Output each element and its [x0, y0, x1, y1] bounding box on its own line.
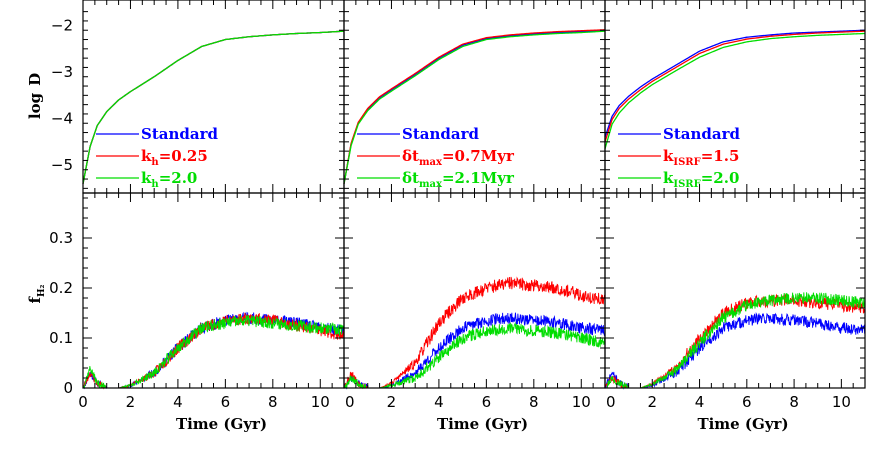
y-tick-label-bottom: 0.2 [49, 279, 73, 297]
y-tick-label-bottom: 0.1 [49, 329, 73, 347]
x-tick-label: 4 [434, 393, 444, 411]
legend-suffix: =0.7Myr [442, 147, 515, 165]
logD-line-panel3-series3 [604, 32, 866, 149]
x-tick-label: 6 [742, 393, 752, 411]
fH2-line-panel3-series3 [605, 292, 866, 389]
legend-sub: h [151, 179, 159, 190]
legend-suffix: =2.0 [159, 169, 198, 187]
panel-frame-top-1 [82, 0, 345, 194]
legend-label-panel3-2: kISRF=1.5 [663, 147, 739, 168]
logD-line-panel1-series2 [82, 30, 345, 184]
legend-suffix: =0.25 [159, 147, 208, 165]
logD-line-panel2-series2 [343, 29, 606, 184]
legend-main: k [141, 147, 152, 165]
legend-sub: ISRF [673, 157, 700, 168]
fH2-line-panel1-series3 [82, 314, 345, 389]
legend-suffix: =2.0 [701, 169, 740, 187]
legend-sub: max [419, 157, 443, 168]
x-tick-label: 8 [268, 393, 278, 411]
logD-line-panel1-series1 [82, 30, 345, 184]
y-axis-title-top-symbol: D [26, 73, 44, 86]
legend-main: Standard [402, 125, 479, 143]
x-tick-label: 10 [311, 393, 330, 411]
legend-label-panel3-3: kISRF=2.0 [663, 169, 739, 190]
legend-suffix: =1.5 [701, 147, 740, 165]
legend-main: δt [402, 169, 419, 187]
panel-frame-bottom-3 [604, 192, 866, 389]
x-axis-title-3: Time (Gyr) [697, 415, 788, 433]
y-tick-label-top: −2 [51, 17, 73, 35]
legend-main: k [663, 169, 674, 187]
legend-main: k [141, 169, 152, 187]
x-axis-title-2: Time (Gyr) [437, 415, 528, 433]
fH2-line-panel3-series2 [604, 293, 866, 389]
x-tick-label: 4 [173, 393, 183, 411]
x-tick-label: 4 [695, 393, 705, 411]
legend-main: Standard [663, 125, 740, 143]
fH2-line-panel2-series1 [343, 312, 606, 390]
legend-sub: ISRF [673, 179, 700, 190]
x-tick-label: 10 [832, 393, 851, 411]
legend-label-panel2-3: δtmax=2.1Myr [402, 169, 515, 190]
y-tick-label-top: −3 [51, 63, 73, 81]
y-axis-title-top-main: log [26, 92, 44, 119]
x-tick-label: 8 [789, 393, 799, 411]
x-tick-label: 0 [606, 393, 616, 411]
legend-sub: h [151, 157, 159, 168]
x-tick-label: 2 [647, 393, 657, 411]
x-tick-label: 6 [482, 393, 492, 411]
x-tick-label: 2 [126, 393, 136, 411]
legend-label-panel1-2: kh=0.25 [141, 147, 208, 168]
legend-suffix: =2.1Myr [442, 169, 515, 187]
legend-sub: max [419, 179, 443, 190]
logD-line-panel3-series1 [604, 29, 866, 138]
y-tick-label-top: −4 [51, 110, 73, 128]
y-axis-title-top: log D [26, 73, 44, 119]
logD-line-panel1-series3 [82, 30, 345, 184]
legend-label-panel3-1: Standard [663, 125, 740, 143]
x-tick-label: 8 [529, 393, 539, 411]
logD-line-panel2-series3 [343, 30, 606, 184]
y-axis-title-bottom-sub: H₂ [37, 284, 47, 297]
legend-main: Standard [141, 125, 218, 143]
logD-line-panel3-series2 [604, 30, 866, 143]
fH2-line-panel2-series3 [343, 321, 606, 390]
x-tick-label: 6 [221, 393, 231, 411]
y-axis-title-bottom: fH₂ [26, 284, 47, 303]
legend-main: δt [402, 147, 419, 165]
legend-label-panel2-1: Standard [402, 125, 479, 143]
logD-line-panel2-series1 [343, 29, 606, 184]
x-axis-title-1: Time (Gyr) [176, 415, 267, 433]
panel-frame-bottom-1 [82, 192, 345, 389]
x-tick-label: 2 [387, 393, 397, 411]
legend-label-panel1-3: kh=2.0 [141, 169, 197, 190]
y-tick-label-bottom: 0.3 [49, 229, 73, 247]
y-axis-title-bottom-main: f [26, 295, 44, 303]
x-tick-label: 10 [572, 393, 591, 411]
y-tick-label-top: −5 [51, 156, 73, 174]
x-tick-label: 0 [78, 393, 88, 411]
y-tick-label-bottom: 0 [63, 379, 73, 397]
fH2-line-panel2-series2 [344, 276, 606, 390]
fH2-line-panel3-series1 [604, 311, 866, 390]
x-tick-label: 0 [345, 393, 355, 411]
legend-label-panel2-2: δtmax=0.7Myr [402, 147, 515, 168]
legend-label-panel1-1: Standard [141, 125, 218, 143]
legend-main: k [663, 147, 674, 165]
